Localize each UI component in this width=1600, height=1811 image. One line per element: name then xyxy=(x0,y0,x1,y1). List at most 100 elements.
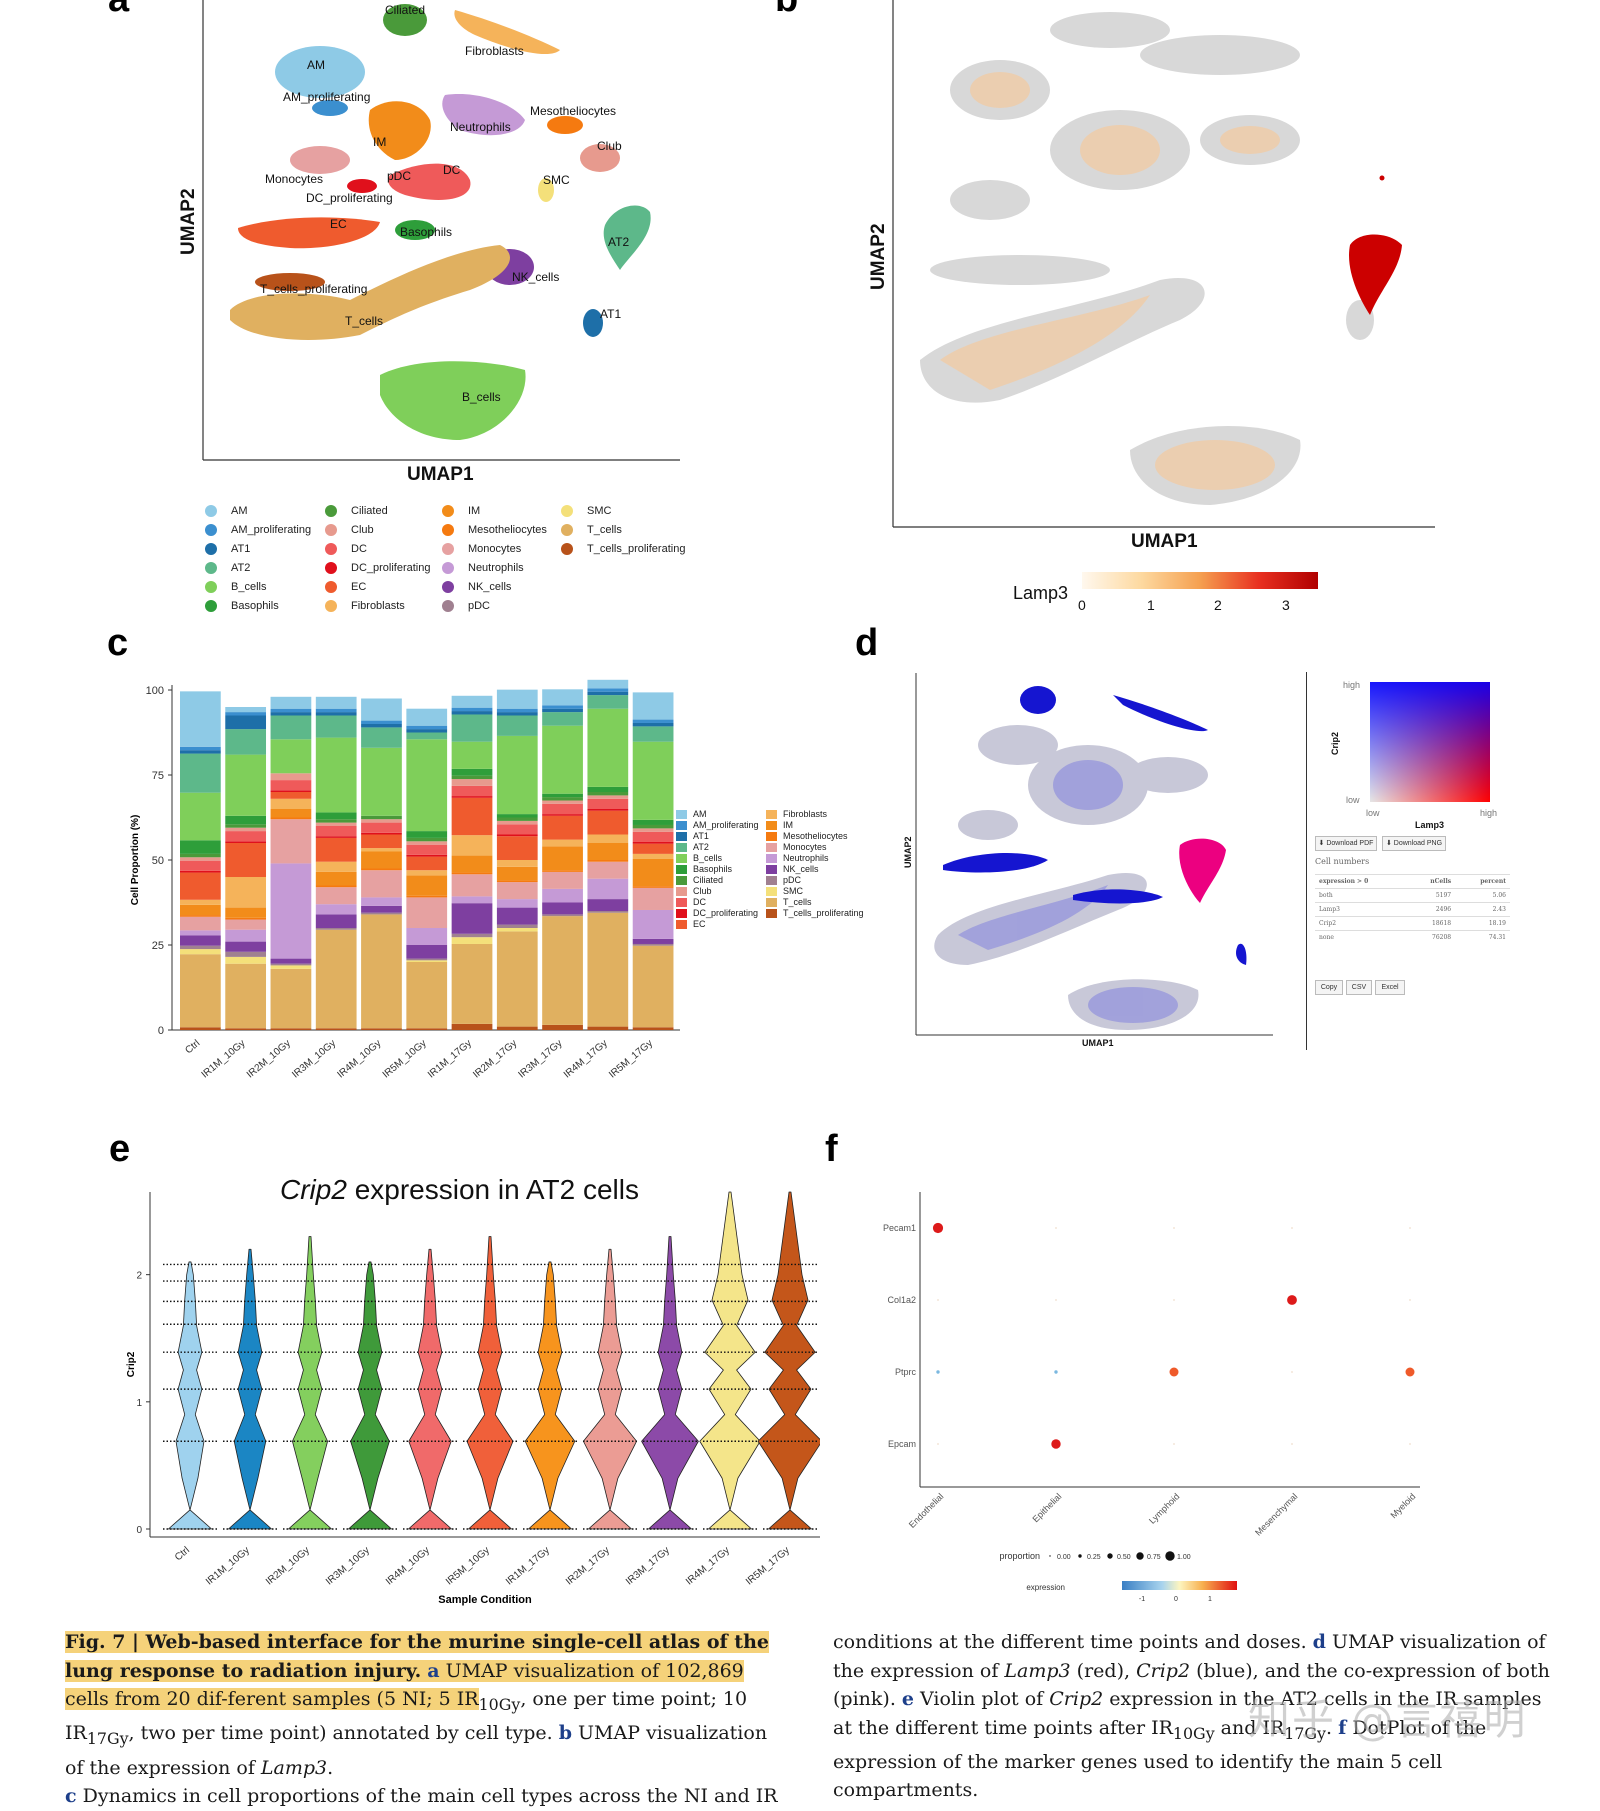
color-legend-tick: 0 xyxy=(1174,1596,1178,1603)
cluster-label: DC_proliferating xyxy=(306,191,393,205)
bar-segment xyxy=(180,930,221,936)
bar-segment xyxy=(451,775,493,780)
bar-segment xyxy=(225,907,267,918)
cluster-label: T_cells_proliferating xyxy=(260,282,367,296)
table-row: both 5197 5.06 xyxy=(1315,888,1510,903)
bar-segment xyxy=(451,903,493,934)
cluster-label: AM xyxy=(307,58,325,72)
y-tick-label: 25 xyxy=(152,940,164,952)
color-legend-bar xyxy=(1122,1581,1237,1590)
bar-segment xyxy=(496,1026,538,1030)
bar-segment xyxy=(587,860,629,862)
bar-segment xyxy=(315,929,357,1029)
bar-segment xyxy=(225,877,267,908)
bar-segment xyxy=(361,1028,402,1030)
legend-swatch xyxy=(325,505,337,518)
bar-segment xyxy=(451,797,493,836)
dot xyxy=(1291,1227,1293,1229)
bar-segment xyxy=(180,870,221,873)
bar-segment xyxy=(315,836,357,838)
bar-segment xyxy=(315,904,357,915)
color-legend-tick: 1 xyxy=(1208,1596,1212,1603)
bar-segment xyxy=(496,899,538,908)
bar-segment xyxy=(270,696,312,709)
bar-segment xyxy=(496,860,538,867)
bar-segment xyxy=(270,809,312,818)
bar-segment xyxy=(632,719,674,723)
violin xyxy=(288,1236,332,1530)
bar-segment xyxy=(406,945,448,959)
bar-segment xyxy=(496,814,538,818)
bar-segment xyxy=(632,841,674,844)
size-legend-dot xyxy=(1078,1554,1082,1558)
coexpression-cluster xyxy=(1179,838,1226,903)
table-row: Lamp3 2496 2.43 xyxy=(1315,902,1510,917)
legend-swatch xyxy=(325,600,337,613)
x-tick-label: IR5M_10Gy xyxy=(381,1038,429,1081)
bar-segment xyxy=(406,895,448,898)
bar-segment xyxy=(406,837,448,842)
cluster-label: Basophils xyxy=(400,225,452,239)
bar-segment xyxy=(542,800,583,804)
bar-segment xyxy=(315,1028,357,1030)
table-header[interactable]: expression > 0 xyxy=(1315,874,1409,889)
bar-segment xyxy=(451,835,493,856)
cluster-label: EC xyxy=(330,217,347,231)
table-header[interactable]: percent xyxy=(1455,874,1510,889)
bar-segment xyxy=(542,846,583,871)
legend-swatch xyxy=(766,887,777,897)
bar-segment xyxy=(406,729,448,733)
bar-segment xyxy=(180,746,221,751)
bar-segment xyxy=(315,715,357,738)
bar-segment xyxy=(587,691,629,696)
bar-segment xyxy=(406,854,448,857)
download-png-button[interactable]: ⬇ Download PNG xyxy=(1382,836,1446,851)
x-tick-label: IR3M_17Gy xyxy=(517,1038,565,1081)
bar-segment xyxy=(225,843,267,877)
legend-swatch xyxy=(676,854,687,864)
x-tick-label: IR2M_10Gy xyxy=(245,1038,293,1081)
bar-segment xyxy=(270,773,312,781)
bar-segment xyxy=(406,708,448,726)
y-tick-label: 1 xyxy=(136,1398,142,1409)
bar-segment xyxy=(406,928,448,945)
excel-button[interactable]: Excel xyxy=(1375,980,1405,995)
bar-segment xyxy=(587,792,629,796)
bar-segment xyxy=(587,912,629,1027)
bar-segment xyxy=(451,741,493,769)
legend-swatch xyxy=(561,524,573,537)
bar-segment xyxy=(587,861,629,879)
legend-swatch xyxy=(766,843,777,853)
size-legend-tick: 0.75 xyxy=(1147,1554,1161,1561)
bar-segment xyxy=(632,886,674,888)
bar-segment xyxy=(361,834,402,849)
grid-xlabel: Lamp3 xyxy=(1415,820,1445,830)
bar-segment xyxy=(361,724,402,728)
cluster-label: Mesotheliocytes xyxy=(530,104,616,118)
size-legend-title: proportion xyxy=(999,1551,1040,1561)
bar-segment xyxy=(361,822,402,833)
bar-segment xyxy=(315,885,357,888)
panel-d-umap xyxy=(915,673,1273,1036)
legend-swatch xyxy=(561,505,573,518)
bar-segment xyxy=(225,841,267,843)
grid-high-x: high xyxy=(1480,808,1498,818)
bar-segment xyxy=(361,727,402,748)
legend-swatch xyxy=(442,600,454,613)
download-pdf-button[interactable]: ⬇ Download PDF xyxy=(1315,836,1377,851)
bar-segment xyxy=(451,768,493,776)
bar-segment xyxy=(451,714,493,742)
bar-segment xyxy=(270,798,312,809)
csv-button[interactable]: CSV xyxy=(1346,980,1372,995)
bar-segment xyxy=(632,938,674,944)
bar-segment xyxy=(406,831,448,838)
x-tick-label: IR4M_17Gy xyxy=(684,1545,732,1588)
copy-button[interactable]: Copy xyxy=(1315,980,1343,995)
table-header[interactable]: nCells xyxy=(1408,874,1456,889)
bar-segment xyxy=(270,968,312,1029)
legend-swatch xyxy=(442,524,454,537)
bar-segment xyxy=(315,819,357,823)
bar-segment xyxy=(496,907,538,925)
legend-swatch xyxy=(205,600,217,613)
bar-segment xyxy=(451,785,493,797)
